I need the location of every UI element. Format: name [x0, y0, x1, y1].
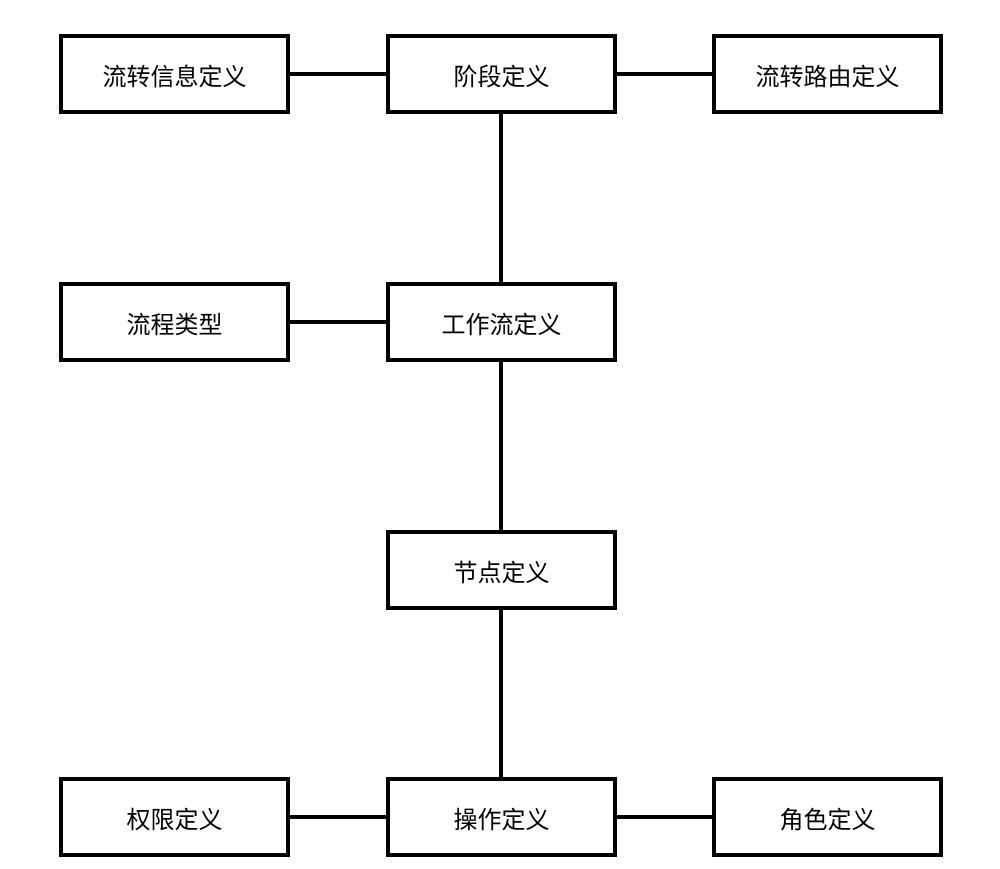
edge-workflow-def-to-node-def: [499, 362, 503, 530]
node-label: 工作流定义: [442, 305, 562, 340]
node-label: 流程类型: [127, 305, 223, 340]
node-workflow-def: 工作流定义: [386, 282, 617, 362]
edge-operation-def-to-role-def: [617, 815, 712, 819]
edge-permission-def-to-operation-def: [290, 815, 386, 819]
node-process-type: 流程类型: [59, 282, 290, 362]
node-flow-info-def: 流转信息定义: [59, 34, 290, 114]
node-label: 阶段定义: [454, 57, 550, 92]
node-label: 操作定义: [454, 800, 550, 835]
node-label: 流转路由定义: [756, 57, 900, 92]
edge-node-def-to-operation-def: [499, 610, 503, 777]
node-label: 节点定义: [454, 553, 550, 588]
node-stage-def: 阶段定义: [386, 34, 617, 114]
edge-process-type-to-workflow-def: [290, 320, 386, 324]
edge-stage-def-to-route-def: [617, 72, 712, 76]
node-node-def: 节点定义: [386, 530, 617, 610]
edge-stage-def-to-workflow-def: [499, 114, 503, 282]
edge-flow-info-def-to-stage-def: [290, 72, 386, 76]
node-label: 流转信息定义: [103, 57, 247, 92]
node-operation-def: 操作定义: [386, 777, 617, 857]
node-role-def: 角色定义: [712, 777, 943, 857]
node-label: 角色定义: [780, 800, 876, 835]
node-permission-def: 权限定义: [59, 777, 290, 857]
node-label: 权限定义: [127, 800, 223, 835]
node-route-def: 流转路由定义: [712, 34, 943, 114]
